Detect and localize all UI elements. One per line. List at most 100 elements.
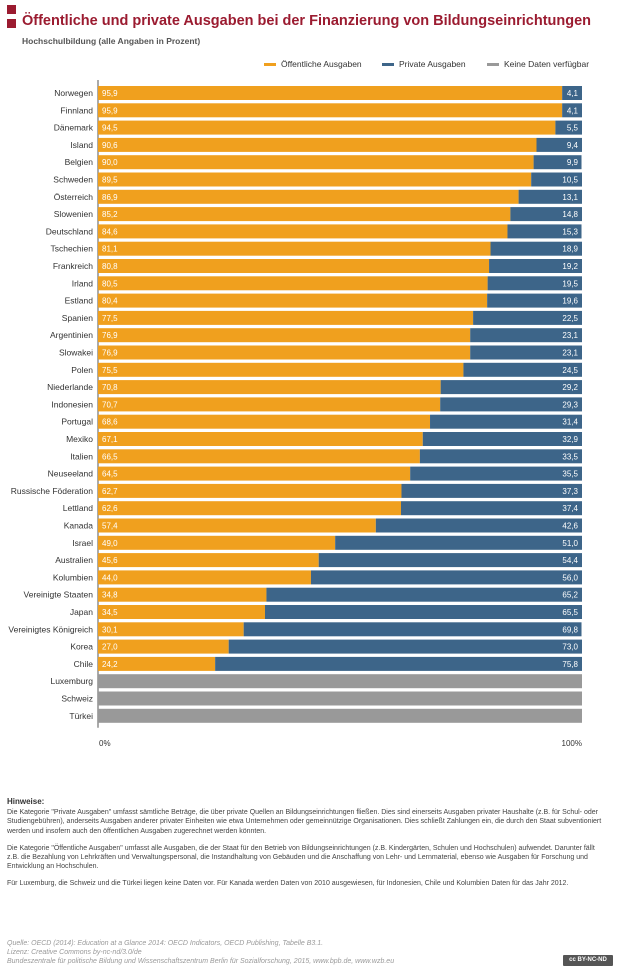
notes-heading: Hinweise: xyxy=(7,797,45,806)
data-label-private: 14,8 xyxy=(562,210,578,219)
data-label-private: 31,4 xyxy=(562,418,578,427)
data-label-public: 30,1 xyxy=(102,625,118,634)
legend-label-public: Öffentliche Ausgaben xyxy=(281,59,362,69)
category-label: Estland xyxy=(65,296,94,306)
bar-private xyxy=(487,293,582,308)
bar-nodata xyxy=(98,691,582,706)
accent-square-top xyxy=(7,5,16,14)
source-line: Quelle: OECD (2014): Education at a Glan… xyxy=(7,940,324,947)
bar-private xyxy=(410,466,582,481)
bar-public xyxy=(98,328,471,343)
category-label: Türkei xyxy=(69,711,93,721)
data-label-public: 75,5 xyxy=(102,366,118,375)
category-label: Russische Föderation xyxy=(11,486,93,496)
category-label: Island xyxy=(70,140,93,150)
data-label-public: 62,6 xyxy=(102,504,118,513)
bar-private xyxy=(400,501,582,516)
bar-private xyxy=(487,276,582,291)
data-label-private: 32,9 xyxy=(562,435,578,444)
chart-subtitle: Hochschulbildung (alle Angaben in Prozen… xyxy=(22,36,201,46)
category-label: Schweiz xyxy=(61,694,93,704)
category-label: Mexiko xyxy=(66,434,93,444)
data-label-public: 81,1 xyxy=(102,245,118,254)
data-label-private: 65,5 xyxy=(562,608,578,617)
creative-commons-badge[interactable]: cc BY-NC-ND xyxy=(563,955,613,966)
source-block: Quelle: OECD (2014): Education at a Glan… xyxy=(7,939,567,966)
category-label: Belgien xyxy=(65,157,94,167)
data-label-private: 54,4 xyxy=(562,556,578,565)
category-label: Deutschland xyxy=(46,226,94,236)
category-label: Niederlande xyxy=(47,382,93,392)
data-label-private: 4,1 xyxy=(567,106,579,115)
bar-public xyxy=(98,449,420,464)
data-label-public: 24,2 xyxy=(102,660,118,669)
bar-public xyxy=(98,501,401,516)
data-label-private: 23,1 xyxy=(562,331,578,340)
data-label-public: 80,5 xyxy=(102,279,118,288)
bar-public xyxy=(98,310,474,325)
category-label: Australien xyxy=(55,555,93,565)
data-label-public: 90,0 xyxy=(102,158,118,167)
bar-public xyxy=(98,587,267,602)
category-label: Slowakei xyxy=(59,348,93,358)
legend-label-nodata: Keine Daten verfügbar xyxy=(504,59,590,69)
bar-private xyxy=(518,189,582,204)
data-label-private: 73,0 xyxy=(562,643,578,652)
data-label-public: 89,5 xyxy=(102,176,118,185)
bar-public xyxy=(98,276,488,291)
data-label-private: 19,6 xyxy=(562,297,578,306)
bar-private xyxy=(335,535,582,550)
data-label-private: 19,5 xyxy=(562,279,578,288)
bar-public xyxy=(98,259,490,273)
bar-private xyxy=(310,570,582,585)
data-label-private: 65,2 xyxy=(562,591,578,600)
bar-private xyxy=(555,120,582,135)
category-label: Finnland xyxy=(60,105,93,115)
x-tick-label: 0% xyxy=(99,739,111,748)
data-label-public: 85,2 xyxy=(102,210,118,219)
bar-private xyxy=(430,414,582,429)
bar-public xyxy=(98,362,464,377)
stacked-bar-chart: Norwegen 95,9 4,1 Finnland 95,9 4,1 Dänemark 94… xyxy=(8,80,583,748)
category-label: Argentinien xyxy=(50,330,93,340)
data-label-public: 90,6 xyxy=(102,141,118,150)
bar-private xyxy=(243,622,582,637)
bar-public xyxy=(98,380,441,395)
data-label-public: 62,7 xyxy=(102,487,118,496)
bar-public xyxy=(98,605,265,619)
category-label: Israel xyxy=(72,538,93,548)
data-label-private: 9,9 xyxy=(567,158,579,167)
category-label: Frankreich xyxy=(53,261,93,271)
data-label-private: 75,8 xyxy=(562,660,578,669)
data-label-public: 34,5 xyxy=(102,608,118,617)
data-label-private: 33,5 xyxy=(562,452,578,461)
bar-private xyxy=(490,241,582,256)
bar-public xyxy=(98,155,534,170)
category-label: Korea xyxy=(70,642,93,652)
bar-private xyxy=(266,587,582,602)
data-label-public: 76,9 xyxy=(102,331,118,340)
bar-private xyxy=(228,639,582,654)
data-label-private: 13,1 xyxy=(562,193,578,202)
bar-private xyxy=(489,259,582,273)
chart-title: Öffentliche und private Ausgaben bei der… xyxy=(22,13,592,29)
bar-public xyxy=(98,103,563,118)
data-label-public: 49,0 xyxy=(102,539,118,548)
bar-private xyxy=(510,207,582,222)
category-label: Japan xyxy=(70,607,93,617)
data-label-private: 19,2 xyxy=(562,262,578,271)
bar-nodata xyxy=(98,708,582,723)
bar-public xyxy=(98,86,563,100)
bar-private xyxy=(536,137,582,152)
data-label-public: 68,6 xyxy=(102,418,118,427)
bar-public xyxy=(98,518,376,533)
bar-public xyxy=(98,483,402,498)
data-label-private: 24,5 xyxy=(562,366,578,375)
bar-private xyxy=(562,103,582,118)
bar-private xyxy=(215,656,583,671)
bar-public xyxy=(98,414,431,429)
bar-private xyxy=(562,86,582,100)
data-label-private: 29,2 xyxy=(562,383,578,392)
category-label: Italien xyxy=(70,451,93,461)
category-label: Kolumbien xyxy=(53,572,93,582)
